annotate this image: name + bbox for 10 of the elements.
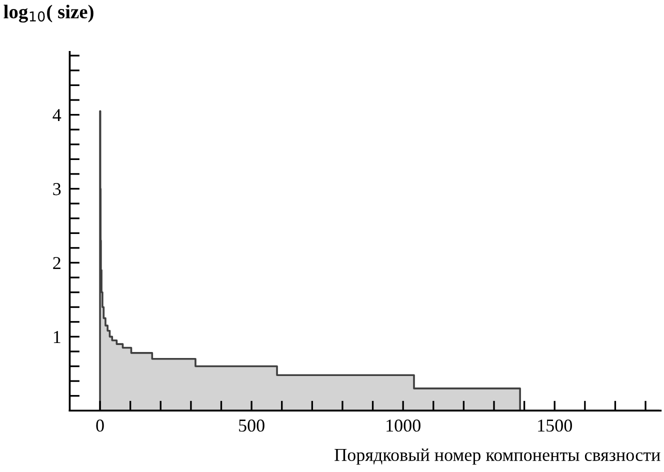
x-tick-label: 500 xyxy=(239,419,264,432)
y-axis-title: log$_{10}$( size) xyxy=(4,4,94,23)
x-axis-title: Порядковый номер компоненты связности xyxy=(334,448,660,465)
y-tick-label: 4 xyxy=(52,109,62,122)
y-tick-label: 3 xyxy=(53,183,61,196)
x-tick-label: 0 xyxy=(96,419,104,432)
y-tick-label: 2 xyxy=(53,257,60,269)
x-tick-label: 1500 xyxy=(538,419,572,432)
y-tick-label: 1 xyxy=(54,331,60,343)
x-tick-label: 1000 xyxy=(386,419,420,432)
